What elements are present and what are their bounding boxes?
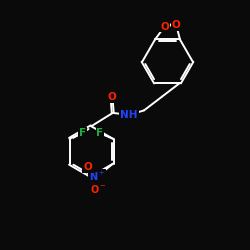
Text: O: O [160, 22, 169, 32]
Text: NH: NH [120, 110, 138, 120]
Text: F: F [96, 128, 104, 138]
Text: O: O [107, 92, 116, 102]
Text: O: O [83, 162, 92, 172]
Text: O: O [172, 20, 180, 30]
Text: N$^+$: N$^+$ [89, 170, 106, 183]
Text: F: F [79, 128, 86, 138]
Text: O$^-$: O$^-$ [90, 183, 107, 195]
